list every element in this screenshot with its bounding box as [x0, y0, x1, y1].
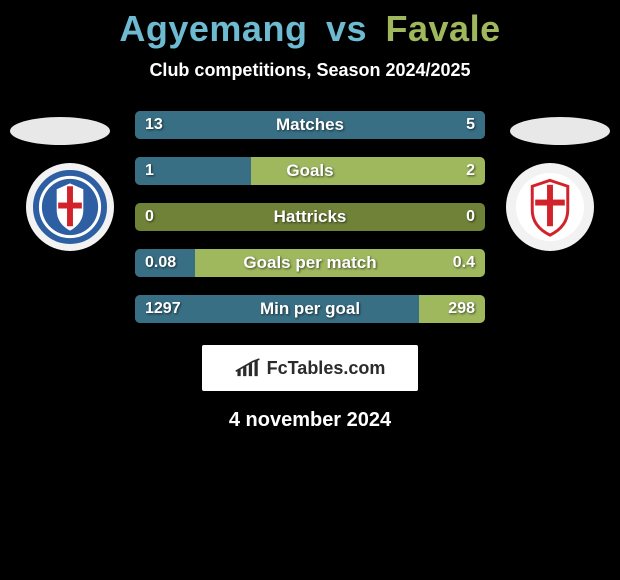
player2-name: Favale [386, 8, 501, 49]
stat-label: Goals per match [135, 249, 485, 277]
stat-row: 1297Min per goal298 [135, 295, 485, 323]
vs-separator: vs [326, 8, 367, 49]
stat-label: Hattricks [135, 203, 485, 231]
player1-name: Agyemang [119, 8, 307, 49]
stat-row: 1Goals2 [135, 157, 485, 185]
stat-label: Matches [135, 111, 485, 139]
stat-label: Min per goal [135, 295, 485, 323]
stat-value-right: 2 [466, 157, 475, 185]
stat-label: Goals [135, 157, 485, 185]
stat-value-right: 0.4 [453, 249, 475, 277]
stat-row: 13Matches5 [135, 111, 485, 139]
left-ellipse [10, 117, 110, 145]
stat-value-right: 5 [466, 111, 475, 139]
bar-chart-icon [235, 358, 261, 378]
fctables-text: FcTables.com [267, 358, 386, 379]
comparison-title: Agyemang vs Favale [0, 0, 620, 50]
stat-row: 0Hattricks0 [135, 203, 485, 231]
club-crest-left [26, 163, 114, 251]
novara-crest-icon [33, 170, 107, 244]
subtitle: Club competitions, Season 2024/2025 [0, 60, 620, 81]
right-ellipse [510, 117, 610, 145]
snapshot-date: 4 november 2024 [0, 409, 620, 432]
fctables-badge: FcTables.com [202, 345, 418, 391]
club-crest-right [506, 163, 594, 251]
padova-crest-icon [513, 170, 587, 244]
stat-value-right: 298 [448, 295, 475, 323]
stat-bars: 13Matches5 1Goals2 0Hattricks0 0.08Goals pe… [135, 111, 485, 323]
comparison-panel: 13Matches5 1Goals2 0Hattricks0 0.08Goals pe… [0, 111, 620, 323]
stat-value-right: 0 [466, 203, 475, 231]
stat-row: 0.08Goals per match0.4 [135, 249, 485, 277]
